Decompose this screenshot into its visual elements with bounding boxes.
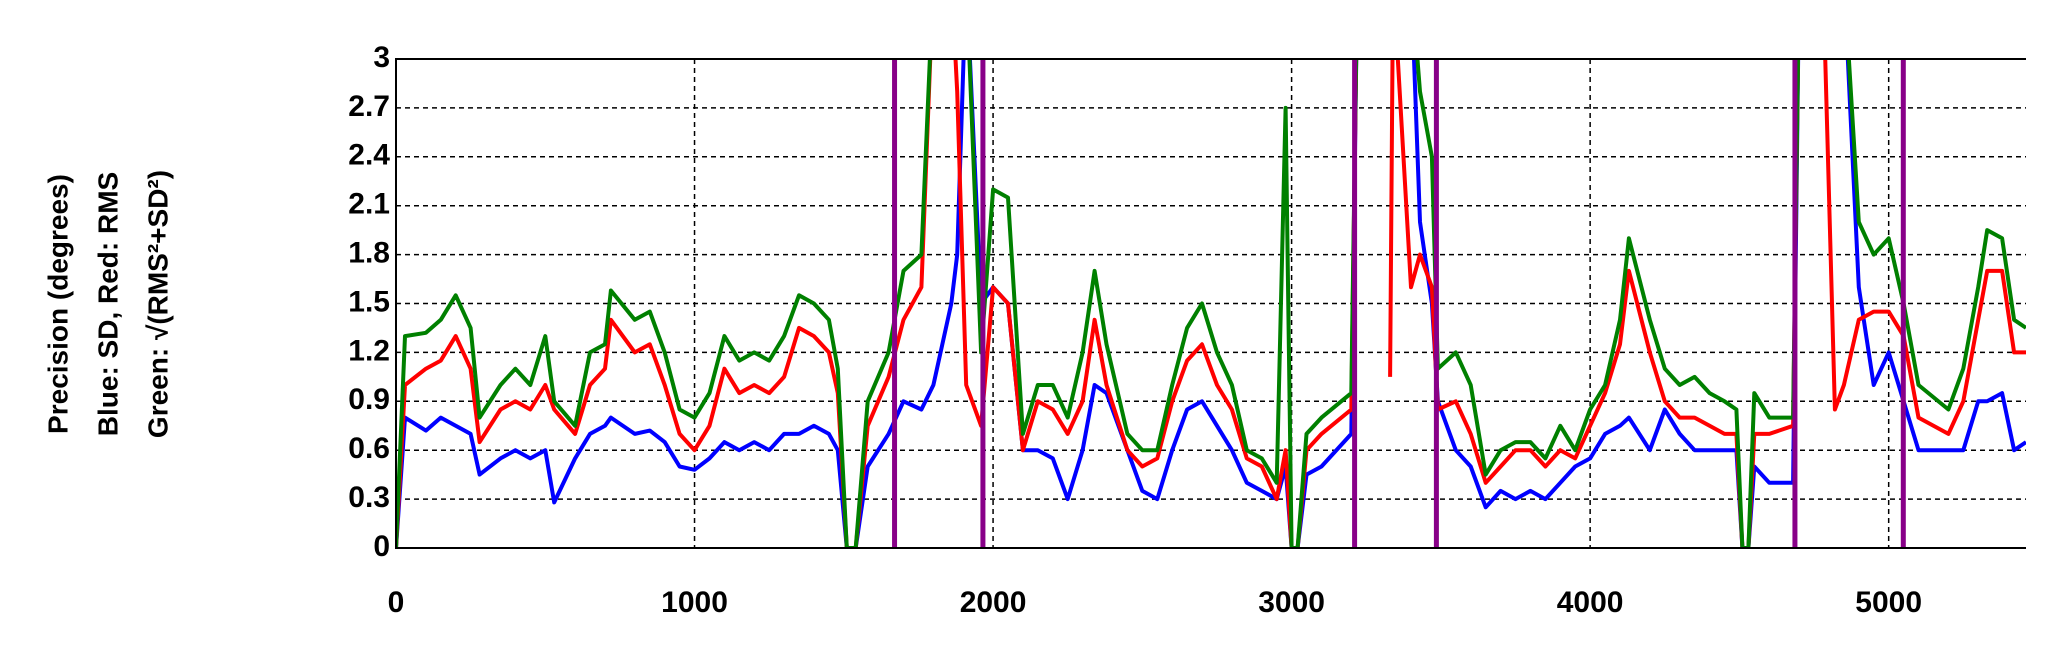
y-tick-label: 0.9: [348, 383, 390, 416]
y-axis-label: Green: √(RMS²+SD²): [142, 170, 173, 438]
y-axis-label: Blue: SD, Red: RMS: [92, 172, 123, 436]
x-tick-label: 3000: [1258, 586, 1325, 619]
y-tick-label: 0.3: [348, 481, 390, 514]
x-tick-label: 5000: [1855, 586, 1922, 619]
y-axis-label-group: Precision (degrees) Blue: SD, Red: RMS G…: [42, 170, 173, 438]
axis-frame: [395, 58, 2026, 549]
series-line: [396, 59, 2026, 548]
y-tick-label: 1.5: [348, 285, 390, 318]
y-tick-label: 1.2: [348, 334, 390, 367]
y-tick-label: 2.7: [348, 90, 390, 123]
x-tick-label: 1000: [661, 586, 728, 619]
y-tick-label: 3: [373, 41, 390, 74]
y-tick-label: 2.4: [348, 139, 390, 172]
plot-area: [396, 59, 2026, 548]
y-tick-label: 2.1: [348, 188, 390, 221]
y-axis-label: Precision (degrees): [42, 174, 73, 434]
y-tick-label: 0.6: [348, 432, 390, 465]
y-tick-label: 1.8: [348, 237, 390, 270]
series-line: [396, 59, 2026, 548]
x-tick-label: 4000: [1557, 586, 1624, 619]
x-tick-label: 0: [388, 586, 405, 619]
series-line: [396, 59, 2026, 548]
x-tick-label: 2000: [960, 586, 1027, 619]
y-tick-label: 0: [373, 530, 390, 563]
